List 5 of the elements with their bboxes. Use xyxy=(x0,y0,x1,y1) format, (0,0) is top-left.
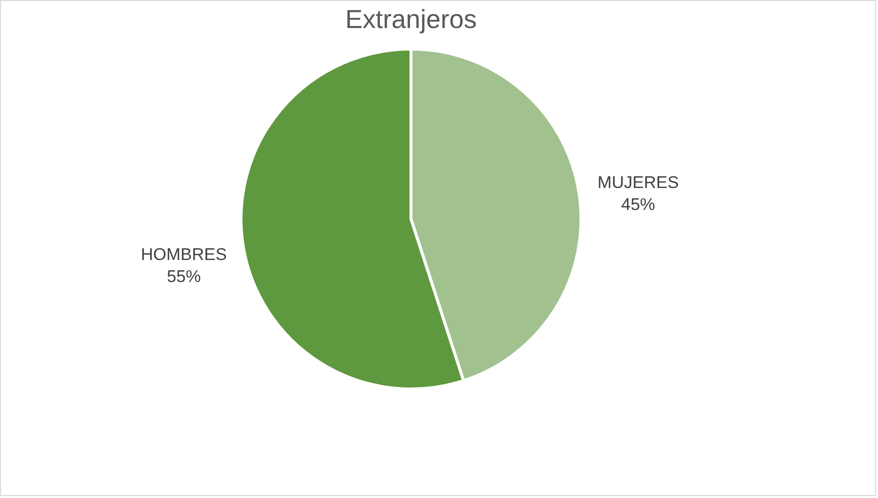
data-label: 55% xyxy=(166,266,201,286)
data-label: 45% xyxy=(621,195,656,214)
slice-label: HOMBRES xyxy=(140,244,227,264)
chart-title: Extranjeros xyxy=(345,4,477,34)
slice-label: MUJERES xyxy=(598,173,679,192)
